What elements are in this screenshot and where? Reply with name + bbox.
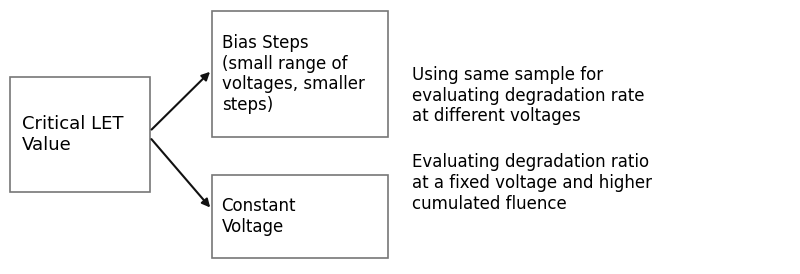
- Text: Using same sample for
evaluating degradation rate
at different voltages: Using same sample for evaluating degrada…: [412, 66, 645, 125]
- FancyBboxPatch shape: [212, 175, 388, 258]
- FancyBboxPatch shape: [212, 11, 388, 137]
- Text: Bias Steps
(small range of
voltages, smaller
steps): Bias Steps (small range of voltages, sma…: [222, 34, 365, 114]
- Text: Critical LET
Value: Critical LET Value: [22, 115, 123, 154]
- Text: Constant
Voltage: Constant Voltage: [222, 197, 296, 236]
- Text: Evaluating degradation ratio
at a fixed voltage and higher
cumulated fluence: Evaluating degradation ratio at a fixed …: [412, 153, 652, 213]
- FancyBboxPatch shape: [10, 77, 150, 192]
